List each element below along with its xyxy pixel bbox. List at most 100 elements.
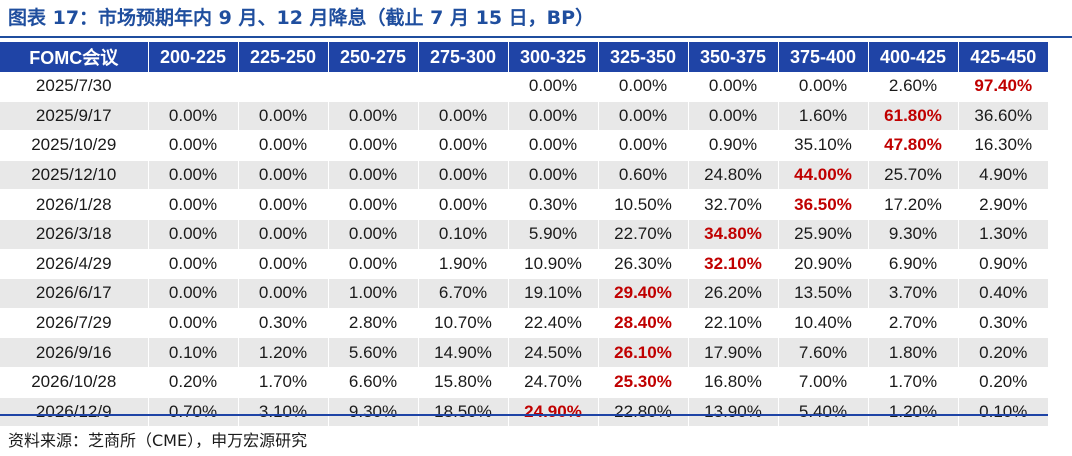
probability-cell: 0.00% — [238, 189, 329, 220]
meeting-date-cell: 2026/12/9 — [0, 397, 149, 428]
probability-cell: 4.90% — [958, 160, 1048, 191]
probability-cell: 6.90% — [868, 249, 959, 280]
probability-cell: 0.00% — [688, 101, 779, 132]
probability-cell: 24.80% — [688, 160, 779, 191]
probability-cell: 0.00% — [328, 219, 419, 250]
column-header-range: 225-250 — [238, 42, 329, 72]
column-header-range: 200-225 — [148, 42, 239, 72]
probability-cell: 0.30% — [238, 308, 329, 339]
probability-cell: 0.00% — [148, 160, 239, 191]
probability-cell: 0.00% — [508, 130, 599, 161]
table-row: 2026/12/9 0.70% 3.10% 9.30% 18.50% 24.90% 22.8… — [0, 397, 1048, 428]
probability-cell: 0.00% — [778, 72, 869, 102]
probability-cell — [238, 72, 329, 102]
meeting-date-cell: 2026/7/29 — [0, 308, 149, 339]
probability-cell: 6.60% — [328, 367, 419, 398]
max-probability-cell: 26.10% — [598, 337, 689, 368]
probability-cell: 20.90% — [778, 249, 869, 280]
probability-cell: 5.40% — [778, 397, 869, 428]
table-row: 2026/6/17 0.00% 0.00% 1.00% 6.70% 19.10% 29.40… — [0, 278, 1048, 309]
max-probability-cell: 32.10% — [688, 249, 779, 280]
probability-cell: 0.10% — [418, 219, 509, 250]
table-row: 2026/9/16 0.10% 1.20% 5.60% 14.90% 24.50% 26.1… — [0, 337, 1048, 368]
meeting-date-cell: 2025/12/10 — [0, 160, 149, 191]
probability-cell: 7.60% — [778, 337, 869, 368]
probability-cell: 1.70% — [238, 367, 329, 398]
max-probability-cell: 36.50% — [778, 189, 869, 220]
probability-cell — [418, 72, 509, 102]
probability-cell: 0.00% — [328, 249, 419, 280]
probability-cell: 22.40% — [508, 308, 599, 339]
probability-cell — [148, 72, 239, 102]
probability-cell: 2.70% — [868, 308, 959, 339]
max-probability-cell: 47.80% — [868, 130, 959, 161]
probability-cell: 0.00% — [238, 249, 329, 280]
column-header-range: 375-400 — [778, 42, 869, 72]
probability-cell: 0.90% — [688, 130, 779, 161]
max-probability-cell: 24.90% — [508, 397, 599, 428]
meeting-date-cell: 2025/7/30 — [0, 72, 149, 102]
probability-cell: 0.00% — [148, 308, 239, 339]
probability-cell: 1.60% — [778, 101, 869, 132]
column-header-meeting: FOMC会议 — [0, 42, 149, 72]
probability-cell: 17.90% — [688, 337, 779, 368]
meeting-date-cell: 2026/10/28 — [0, 367, 149, 398]
probability-cell: 0.00% — [238, 130, 329, 161]
column-header-range: 250-275 — [328, 42, 419, 72]
table-row: 2025/9/17 0.00% 0.00% 0.00% 0.00% 0.00% 0.00% 0… — [0, 101, 1048, 132]
probability-cell: 16.80% — [688, 367, 779, 398]
probability-cell: 15.80% — [418, 367, 509, 398]
table-bottom-divider — [0, 414, 1048, 416]
probability-cell: 22.80% — [598, 397, 689, 428]
probability-cell: 0.30% — [508, 189, 599, 220]
probability-cell: 0.00% — [598, 72, 689, 102]
probability-cell: 0.00% — [418, 101, 509, 132]
probability-cell: 1.80% — [868, 337, 959, 368]
probability-cell: 0.00% — [238, 219, 329, 250]
column-header-range: 400-425 — [868, 42, 959, 72]
probability-cell: 13.50% — [778, 278, 869, 309]
probability-cell: 3.70% — [868, 278, 959, 309]
probability-cell: 18.50% — [418, 397, 509, 428]
meeting-date-cell: 2026/6/17 — [0, 278, 149, 309]
meeting-date-cell: 2026/4/29 — [0, 249, 149, 280]
probability-cell: 1.90% — [418, 249, 509, 280]
probability-cell: 0.00% — [508, 101, 599, 132]
probability-cell: 2.80% — [328, 308, 419, 339]
probability-cell: 9.30% — [868, 219, 959, 250]
probability-cell: 0.00% — [148, 219, 239, 250]
probability-cell: 0.00% — [688, 72, 779, 102]
probability-cell: 26.30% — [598, 249, 689, 280]
table-row: 2026/7/29 0.00% 0.30% 2.80% 10.70% 22.40% 28.4… — [0, 308, 1048, 339]
probability-cell: 0.00% — [508, 160, 599, 191]
probability-cell: 0.00% — [418, 130, 509, 161]
probability-cell: 26.20% — [688, 278, 779, 309]
probability-cell: 0.00% — [598, 101, 689, 132]
probability-cell: 25.70% — [868, 160, 959, 191]
title-divider — [0, 36, 1072, 38]
table-row: 2026/4/29 0.00% 0.00% 0.00% 1.90% 10.90% 26.30… — [0, 249, 1048, 280]
probability-cell: 13.90% — [688, 397, 779, 428]
probability-cell: 1.00% — [328, 278, 419, 309]
rate-probability-table-wrapper: FOMC会议 200-225 225-250 250-275 275-300 3… — [0, 42, 1048, 428]
column-header-range: 300-325 — [508, 42, 599, 72]
probability-cell: 0.00% — [238, 160, 329, 191]
probability-cell: 5.90% — [508, 219, 599, 250]
probability-cell: 0.00% — [328, 101, 419, 132]
probability-cell: 9.30% — [328, 397, 419, 428]
probability-cell: 2.60% — [868, 72, 959, 102]
max-probability-cell: 44.00% — [778, 160, 869, 191]
probability-cell — [328, 72, 419, 102]
probability-cell: 10.90% — [508, 249, 599, 280]
probability-cell: 0.20% — [958, 367, 1048, 398]
column-header-range: 325-350 — [598, 42, 689, 72]
probability-cell: 0.30% — [958, 308, 1048, 339]
probability-cell: 0.00% — [148, 278, 239, 309]
table-row: 2025/7/30 0.00% 0.00% 0.00% 0.00% 2.60% 97.40% — [0, 72, 1048, 102]
probability-cell: 0.00% — [238, 101, 329, 132]
max-probability-cell: 34.80% — [688, 219, 779, 250]
max-probability-cell: 61.80% — [868, 101, 959, 132]
column-header-range: 425-450 — [958, 42, 1048, 72]
probability-cell: 0.00% — [148, 249, 239, 280]
probability-cell: 0.00% — [328, 130, 419, 161]
